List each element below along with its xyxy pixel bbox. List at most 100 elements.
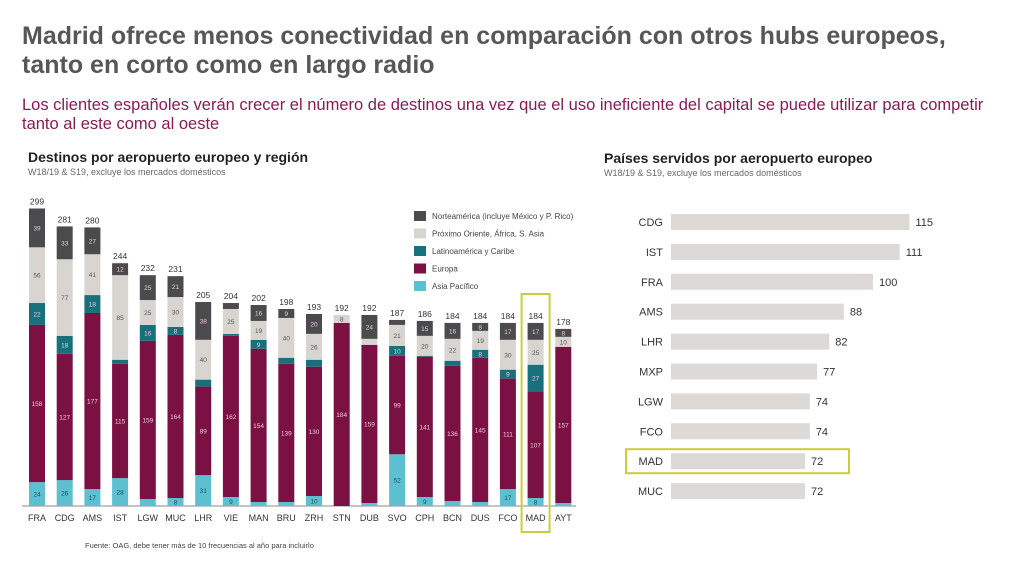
bar-segment-na (278, 308, 295, 318)
category-label: FRA (641, 277, 664, 289)
right-chart-title: Países servidos por aeropuerto europeo (604, 150, 873, 166)
bar-segment-me (250, 320, 267, 340)
value-label: 74 (816, 396, 828, 408)
bar (671, 333, 830, 350)
tick-label: DUS (471, 513, 490, 523)
bar-segment-ap (278, 502, 295, 506)
total-label: 281 (58, 214, 72, 224)
bar (671, 214, 910, 230)
bar-segment-ap (29, 482, 45, 506)
bar (671, 303, 844, 320)
category-label: MXP (639, 367, 663, 379)
data-label: 8 (174, 500, 178, 507)
bar-segment-me (527, 339, 544, 365)
total-label: 187 (390, 308, 404, 318)
data-label: 28 (116, 490, 124, 497)
bar-segment-eu (389, 355, 406, 455)
data-label: 17 (504, 495, 512, 502)
bar-segment-eu (472, 357, 489, 503)
tick-label: BCN (443, 513, 462, 523)
data-label: 38 (200, 318, 208, 325)
bar-segment-eu (333, 322, 350, 506)
bar-segment-eu (416, 356, 433, 498)
bar-segment-ap (472, 502, 489, 506)
bar-segment-la (195, 379, 212, 387)
bar-segment-la (250, 339, 267, 349)
data-label: 56 (33, 273, 41, 280)
value-label: 74 (816, 426, 828, 438)
value-label: 82 (835, 337, 847, 349)
bar (671, 243, 900, 260)
total-label: 192 (335, 303, 349, 313)
legend-swatch-la (414, 246, 426, 256)
data-label: 52 (393, 478, 401, 485)
data-label: 15 (421, 326, 429, 333)
bar-segment-la (222, 333, 239, 336)
bar-segment-la (444, 360, 461, 366)
tick-label: LGW (138, 513, 159, 523)
total-label: 299 (30, 196, 44, 206)
bar-segment-me (195, 339, 212, 380)
source-note: Fuente: OAG, debe tener más de 10 frecue… (85, 541, 314, 550)
data-label: 18 (89, 302, 97, 309)
bar-segment-ap (112, 478, 129, 506)
bar-segment-ap (444, 501, 461, 506)
bar-segment-na (555, 328, 572, 337)
total-label: 193 (307, 302, 321, 312)
bar (671, 453, 805, 470)
data-label: 139 (281, 430, 292, 437)
bar-segment-ap (361, 503, 378, 506)
category-label: MAD (639, 456, 664, 468)
bar-segment-me (472, 330, 489, 350)
bar-segment-eu (527, 391, 544, 499)
data-label: 20 (310, 321, 318, 328)
bar-segment-me (84, 254, 101, 296)
category-label: FCO (640, 426, 664, 438)
total-label: 198 (279, 297, 293, 307)
bar-segment-eu (56, 353, 73, 481)
data-label: 22 (33, 311, 41, 318)
data-label: 136 (447, 431, 458, 438)
data-label: 12 (116, 267, 124, 274)
bar-segment-ap (222, 497, 239, 506)
value-label: 77 (823, 367, 835, 379)
data-label: 33 (61, 240, 69, 247)
total-label: 244 (113, 251, 127, 261)
data-label: 19 (477, 338, 485, 345)
tick-label: FCO (498, 513, 517, 523)
tick-label: DUB (360, 513, 379, 523)
data-label: 25 (144, 285, 152, 292)
bar (671, 273, 873, 290)
value-label: 72 (811, 486, 823, 498)
data-label: 77 (61, 295, 69, 302)
data-label: 162 (225, 414, 236, 421)
left-chart-note: W18/19 & S19, excluye los mercados domés… (28, 167, 226, 177)
data-label: 154 (253, 423, 264, 430)
tick-label: CDG (55, 513, 75, 523)
bar-segment-la (389, 345, 406, 356)
data-label: 9 (284, 311, 288, 318)
data-label: 17 (504, 329, 512, 336)
bar-segment-me (222, 308, 239, 334)
data-label: 158 (32, 401, 43, 408)
bar-segment-la (499, 369, 516, 379)
bar-segment-la (56, 335, 73, 354)
data-label: 27 (89, 238, 97, 245)
data-label: 115 (115, 418, 126, 425)
data-label: 141 (419, 424, 430, 431)
bar-segment-eu (499, 378, 516, 490)
bar-segment-ap (139, 499, 156, 506)
data-label: 26 (310, 344, 318, 351)
data-label: 10 (560, 339, 568, 346)
bar-segment-na (361, 314, 378, 339)
bar-segment-eu (278, 363, 295, 503)
bar-segment-eu (29, 324, 45, 483)
data-label: 30 (504, 352, 512, 359)
bar-segment-ap (195, 475, 212, 506)
total-label: 184 (529, 311, 543, 321)
data-label: 107 (530, 442, 541, 449)
left-chart-title: Destinos por aeropuerto europeo y región (28, 149, 309, 165)
legend-label: Latinoamérica y Caribe (432, 247, 515, 256)
bar-segment-eu (139, 340, 156, 500)
